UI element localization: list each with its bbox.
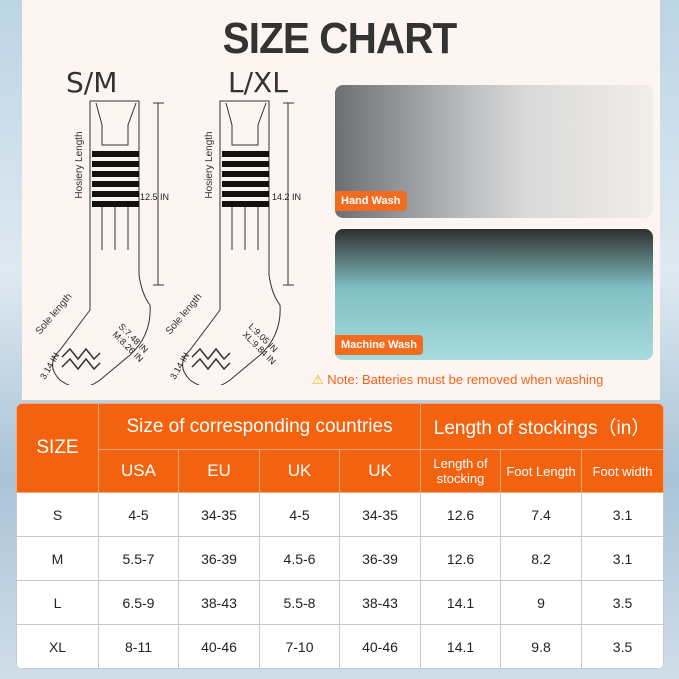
length-lxl: 14.2 IN xyxy=(272,192,301,202)
table-cell: 8.2 xyxy=(500,536,583,581)
table-row: L 6.5-9 38-43 5.5-8 38-43 14.1 9 3.5 xyxy=(16,580,665,625)
col-usa: USA xyxy=(98,449,179,493)
table-cell: XL xyxy=(16,624,99,669)
col-uk-2: UK xyxy=(338,449,422,493)
machine-wash-photo: Machine Wash xyxy=(335,229,653,360)
sock-lxl xyxy=(181,100,295,385)
table-row: M 5.5-7 36-39 4.5-6 36-39 12.6 8.2 3.1 xyxy=(16,536,665,581)
countries-header: Size of corresponding countries xyxy=(97,403,422,450)
table-cell: S xyxy=(16,492,99,537)
table-cell: 38-43 xyxy=(178,580,260,625)
table-cell: 3.5 xyxy=(581,580,665,625)
table-cell: 6.5-9 xyxy=(98,580,179,625)
table-cell: 40-46 xyxy=(178,624,260,669)
table-cell: 34-35 xyxy=(338,492,422,537)
col-uk: UK xyxy=(259,449,340,493)
table-cell: 12.6 xyxy=(420,536,502,581)
table-cell: 8-11 xyxy=(98,624,179,669)
sock-diagram: Hosiery Length Hosiery Length 12.5 IN 14… xyxy=(34,100,301,385)
table-cell: 5.5-8 xyxy=(259,580,340,625)
table-cell: 7-10 xyxy=(259,624,340,669)
size-table: SIZE Size of corresponding countries Len… xyxy=(16,403,665,669)
page-title: SIZE CHART xyxy=(222,14,458,63)
table-cell: M xyxy=(16,536,99,581)
washing-note: ⚠ Note: Batteries must be removed when w… xyxy=(312,372,603,388)
hand-wash-label: Hand Wash xyxy=(335,191,407,211)
col-foot-width: Foot width xyxy=(581,449,665,493)
warning-icon: ⚠ xyxy=(312,372,324,387)
table-cell: 9 xyxy=(500,580,583,625)
table-cell: 36-39 xyxy=(178,536,260,581)
table-cell: 14.1 xyxy=(420,580,502,625)
col-foot-length: Foot Length xyxy=(500,449,583,493)
table-row: XL 8-11 40-46 7-10 40-46 14.1 9.8 3.5 xyxy=(16,624,665,669)
col-length-of-stocking: Length of stocking xyxy=(420,449,502,493)
hand-wash-photo: Hand Wash xyxy=(335,85,653,218)
table-cell: 5.5-7 xyxy=(98,536,179,581)
sock-sm xyxy=(52,100,164,385)
width-lxl: 3.14 IN xyxy=(168,351,191,381)
table-cell: 3.1 xyxy=(581,492,665,537)
length-header: Length of stockings（in） xyxy=(420,403,665,450)
table-cell: L xyxy=(16,580,99,625)
size-label-sm: S/M xyxy=(66,66,118,99)
table-cell: 7.4 xyxy=(500,492,583,537)
table-cell: 3.1 xyxy=(581,536,665,581)
table-cell: 38-43 xyxy=(338,580,422,625)
hosiery-label-sm: Hosiery Length xyxy=(74,131,85,198)
table-row: S 4-5 34-35 4-5 34-35 12.6 7.4 3.1 xyxy=(16,492,665,537)
table-cell: 4-5 xyxy=(98,492,179,537)
table-cell: 40-46 xyxy=(338,624,422,669)
col-eu: EU xyxy=(178,449,260,493)
table-cell: 34-35 xyxy=(178,492,260,537)
hosiery-label-lxl: Hosiery Length xyxy=(204,131,215,198)
table-cell: 12.6 xyxy=(420,492,502,537)
size-label-lxl: L/XL xyxy=(228,66,288,99)
width-sm: 3.14 IN xyxy=(38,351,61,381)
length-sm: 12.5 IN xyxy=(140,192,169,202)
machine-wash-label: Machine Wash xyxy=(335,335,423,355)
table-cell: 14.1 xyxy=(420,624,502,669)
table-cell: 9.8 xyxy=(500,624,583,669)
size-header: SIZE xyxy=(16,403,99,493)
note-text: Note: Batteries must be removed when was… xyxy=(327,372,604,387)
table-cell: 4.5-6 xyxy=(259,536,340,581)
table-cell: 3.5 xyxy=(581,624,665,669)
sole-label-sm: Sole length xyxy=(34,292,75,337)
sole-label-lxl: Sole length xyxy=(164,292,205,337)
table-cell: 4-5 xyxy=(259,492,340,537)
table-cell: 36-39 xyxy=(338,536,422,581)
